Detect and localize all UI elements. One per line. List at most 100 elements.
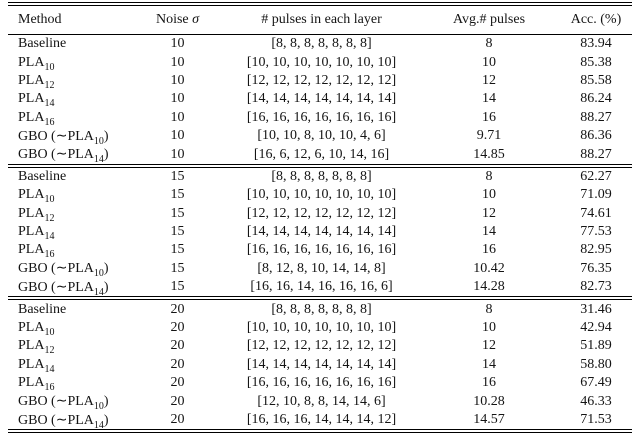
method-cell: Baseline: [8, 163, 145, 187]
accuracy-cell: 58.80: [580, 356, 612, 372]
method-suffix: ): [103, 394, 109, 410]
method-subscript: 12: [44, 212, 55, 224]
accuracy-cell: 42.94: [580, 320, 612, 336]
method-name: PLA: [18, 375, 45, 391]
method-name: PLA: [18, 242, 45, 258]
avg-pulses-cell: 10.28: [473, 393, 505, 409]
method-cell: Baseline: [8, 296, 145, 319]
accuracy-cell: 71.09: [580, 187, 612, 203]
method-subscript: 16: [44, 116, 55, 128]
header-noise-label: Noise: [155, 12, 189, 27]
method-cell: PLA10: [8, 319, 145, 337]
pulses-per-layer-cell: [12, 12, 12, 12, 12, 12, 12]: [246, 205, 397, 221]
pulses-per-layer-cell: [16, 16, 16, 14, 14, 14, 12]: [246, 412, 397, 427]
method-cell: PLA16: [8, 374, 145, 392]
noise-sigma-cell: 10: [170, 36, 185, 52]
method-subscript: 14: [44, 98, 55, 110]
method-name: PLA: [18, 72, 45, 88]
noise-sigma-cell: 15: [170, 205, 185, 221]
pulses-per-layer-cell: [10, 10, 10, 10, 10, 10, 10]: [246, 187, 397, 203]
method-cell: PLA16: [8, 109, 145, 127]
table-row: PLA16 10 [16, 16, 16, 16, 16, 16, 16] 16…: [8, 109, 632, 127]
accuracy-cell: 51.89: [580, 338, 612, 354]
accuracy-cell: 71.53: [580, 412, 612, 427]
pulses-per-layer-cell: [12, 12, 12, 12, 12, 12, 12]: [246, 72, 397, 88]
accuracy-cell: 74.61: [580, 205, 612, 221]
method-subscript: 10: [93, 268, 104, 280]
method-subscript: 14: [44, 230, 55, 242]
method-subscript: 12: [44, 345, 55, 357]
header-accuracy: Acc. (%): [545, 4, 632, 35]
method-name: Baseline: [18, 36, 67, 52]
table-row: PLA14 20 [14, 14, 14, 14, 14, 14, 14] 14…: [8, 356, 632, 374]
table-row: PLA10 15 [10, 10, 10, 10, 10, 10, 10] 10…: [8, 186, 632, 204]
avg-pulses-cell: 9.71: [476, 128, 502, 144]
noise-sigma-cell: 15: [170, 279, 185, 295]
method-cell: PLA12: [8, 72, 145, 90]
method-cell: GBO (∼PLA10): [8, 392, 145, 411]
pulses-per-layer-cell: [10, 10, 10, 10, 10, 10, 10]: [246, 320, 397, 336]
method-subscript: 10: [44, 61, 55, 73]
pulses-per-layer-cell: [14, 14, 14, 14, 14, 14, 14]: [246, 224, 397, 240]
noise-sigma-cell: 15: [170, 242, 185, 258]
table-row: PLA16 20 [16, 16, 16, 16, 16, 16, 16] 16…: [8, 374, 632, 392]
noise-sigma-cell: 10: [170, 146, 185, 162]
method-suffix: ): [103, 128, 109, 144]
table-row: Baseline 10 [8, 8, 8, 8, 8, 8, 8] 8 83.9…: [8, 35, 632, 54]
pulses-per-layer-cell: [16, 16, 16, 16, 16, 16, 16]: [246, 109, 397, 125]
table-row: PLA16 15 [16, 16, 16, 16, 16, 16, 16] 16…: [8, 241, 632, 259]
method-cell: Baseline: [8, 35, 145, 54]
pulses-per-layer-cell: [16, 16, 16, 16, 16, 16, 16]: [246, 375, 397, 391]
header-avg-pulses: Avg.# pulses: [433, 4, 545, 35]
method-subscript: 16: [44, 382, 55, 394]
method-name: PLA: [18, 356, 45, 372]
method-name: GBO (∼PLA: [18, 412, 94, 428]
method-name: PLA: [18, 338, 45, 354]
noise-sigma-cell: 10: [170, 109, 185, 125]
avg-pulses-cell: 8: [433, 296, 545, 319]
table-row: Baseline 15 [8, 8, 8, 8, 8, 8, 8] 8 62.2…: [8, 163, 632, 187]
header-pulses: # pulses in each layer: [210, 4, 433, 35]
table-row: Baseline 20 [8, 8, 8, 8, 8, 8, 8] 8 31.4…: [8, 296, 632, 319]
method-subscript: 14: [93, 419, 104, 431]
header-method-label: Method: [18, 12, 62, 27]
method-name: PLA: [18, 205, 45, 221]
method-cell: PLA16: [8, 241, 145, 259]
method-cell: PLA10: [8, 186, 145, 204]
avg-pulses-cell: 16: [482, 242, 496, 258]
avg-pulses-cell: 12: [482, 72, 496, 88]
method-name: GBO (∼PLA: [18, 128, 94, 144]
pulses-per-layer-cell: [14, 14, 14, 14, 14, 14, 14]: [246, 356, 397, 372]
avg-pulses-cell: 8: [433, 163, 545, 187]
accuracy-cell: 67.49: [580, 375, 612, 391]
method-cell: PLA14: [8, 223, 145, 241]
table-row: GBO (∼PLA14) 20 [16, 16, 16, 14, 14, 14,…: [8, 411, 632, 431]
method-name: PLA: [18, 187, 45, 203]
method-name: GBO (∼PLA: [18, 147, 94, 163]
noise-sigma-cell: 20: [170, 320, 185, 336]
noise-sigma-cell: 15: [170, 224, 185, 240]
table-row: PLA14 10 [14, 14, 14, 14, 14, 14, 14] 14…: [8, 90, 632, 108]
pulses-per-layer-cell: [8, 8, 8, 8, 8, 8, 8]: [271, 36, 372, 52]
table-header: Method Noise σ # pulses in each layer Av…: [8, 4, 632, 35]
avg-pulses-cell: 12: [482, 205, 496, 221]
method-suffix: ): [103, 412, 109, 428]
avg-pulses-cell: 14: [482, 224, 496, 240]
method-name: GBO (∼PLA: [18, 394, 94, 410]
method-subscript: 14: [44, 363, 55, 375]
table-row: PLA10 10 [10, 10, 10, 10, 10, 10, 10] 10…: [8, 53, 632, 73]
table-row: PLA14 15 [14, 14, 14, 14, 14, 14, 14] 14…: [8, 223, 632, 241]
accuracy-cell: 76.35: [580, 260, 612, 276]
method-suffix: ): [103, 147, 109, 163]
avg-pulses-cell: 8: [485, 36, 493, 52]
header-row: Method Noise σ # pulses in each layer Av…: [8, 4, 632, 35]
method-cell: PLA12: [8, 205, 145, 223]
noise-sigma-cell: 10: [170, 54, 185, 70]
accuracy-cell: 88.27: [580, 146, 612, 162]
method-suffix: ): [103, 261, 109, 277]
avg-pulses-cell: 14.85: [473, 146, 505, 162]
noise-sigma-cell: 20: [145, 296, 210, 319]
avg-pulses-cell: 10: [482, 54, 496, 70]
accuracy-cell: 82.95: [580, 242, 612, 258]
method-name: PLA: [18, 91, 45, 107]
